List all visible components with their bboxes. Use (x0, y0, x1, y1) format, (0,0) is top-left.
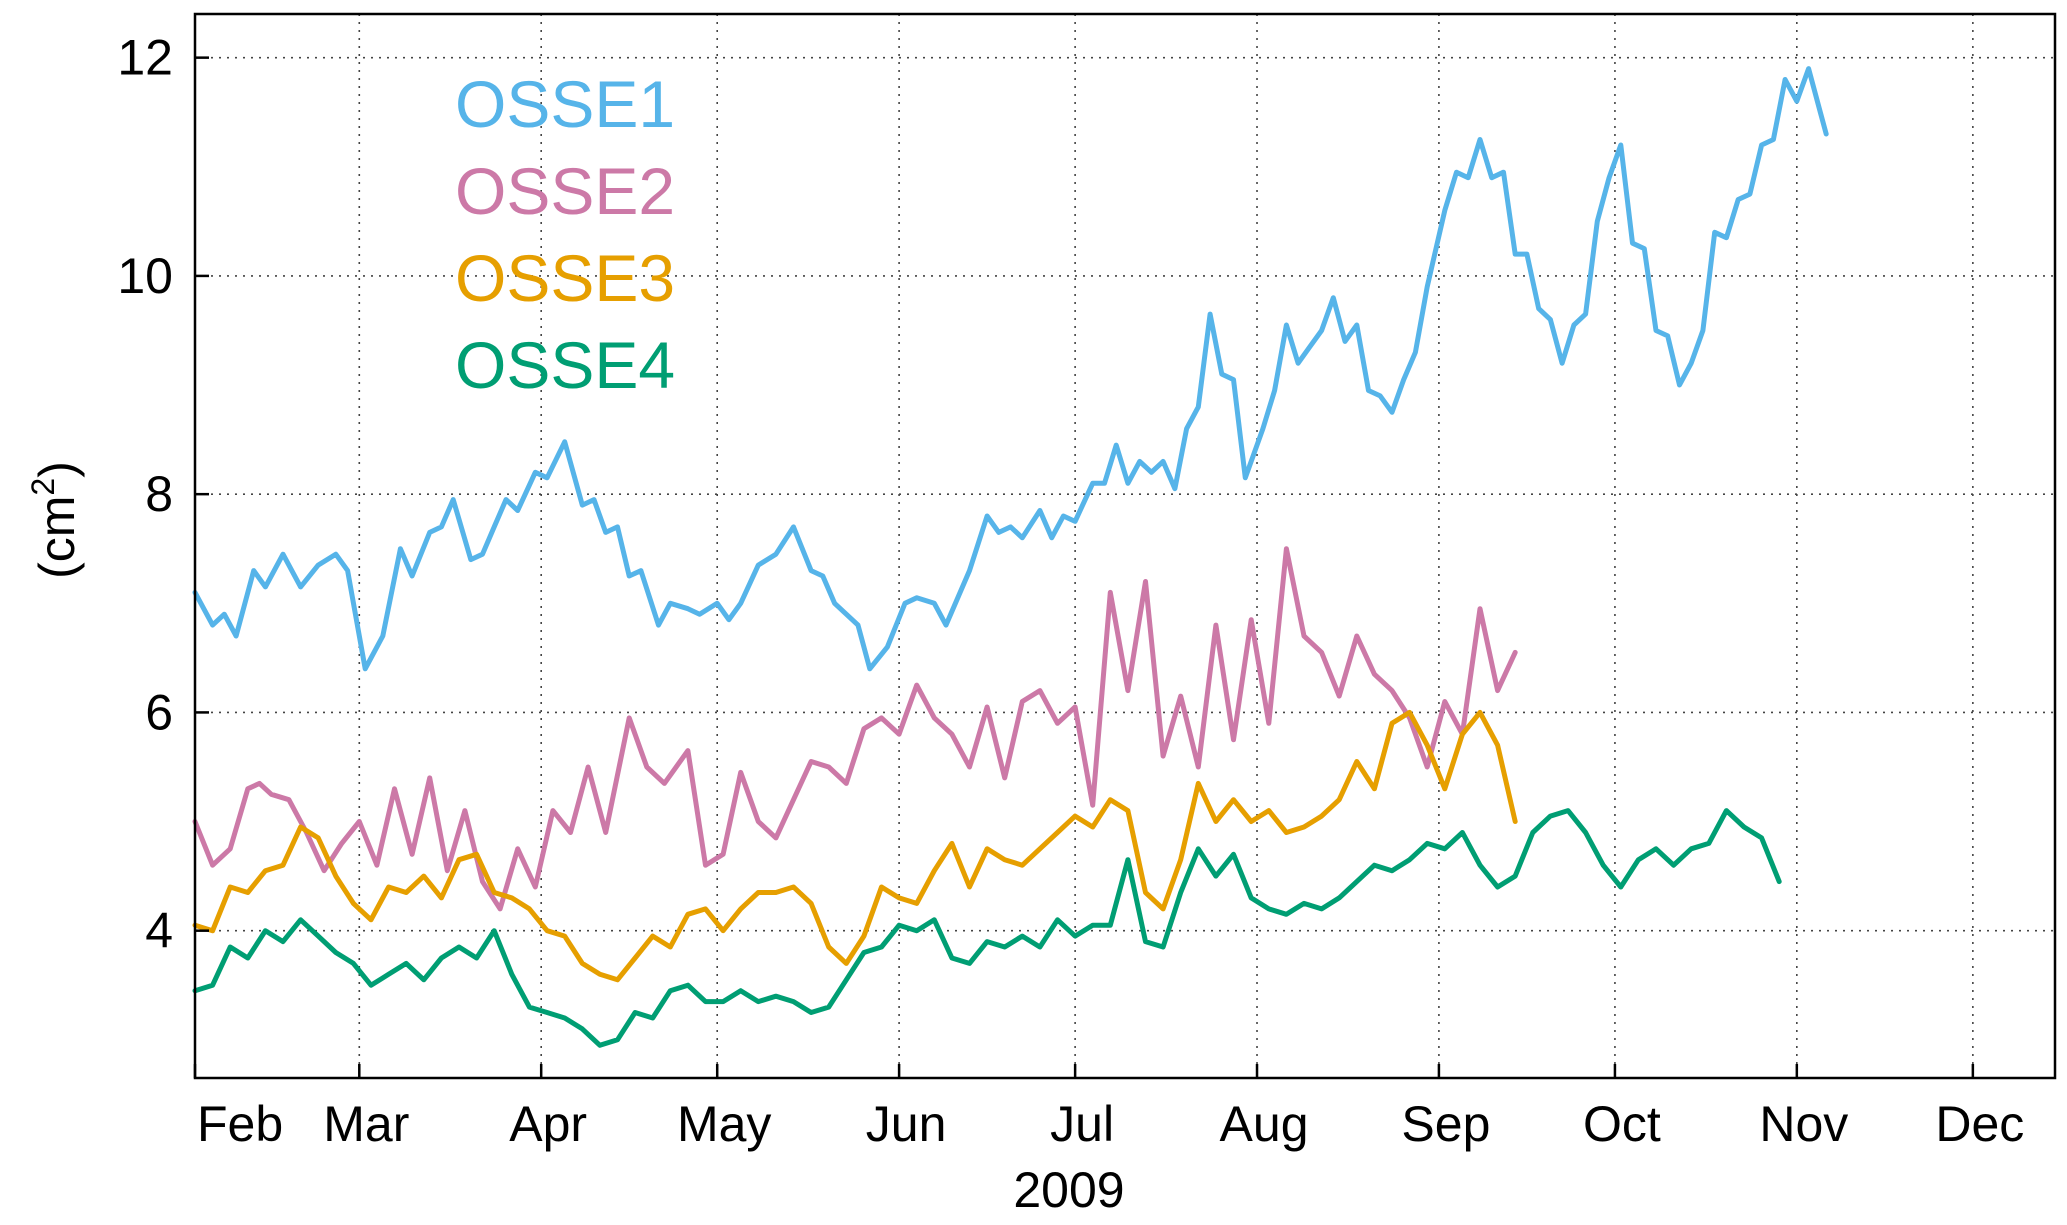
x-tick-label: Apr (509, 1096, 587, 1152)
y-tick-label: 8 (145, 466, 173, 522)
y-tick-label: 6 (145, 684, 173, 740)
x-tick-label: Aug (1220, 1096, 1309, 1152)
series-line-osse2 (192, 546, 1518, 912)
series-line-osse1 (192, 66, 1829, 672)
x-tick-label: Mar (323, 1096, 409, 1152)
x-tick-label: Nov (1759, 1096, 1848, 1152)
x-tick-label: Jun (866, 1096, 947, 1152)
x-tick-label: Feb (197, 1096, 283, 1152)
y-axis-title-superscript: 2 (25, 478, 61, 496)
x-tick-label: Sep (1401, 1096, 1490, 1152)
y-axis-title-close: ) (29, 461, 85, 478)
y-axis-title-text: (cm (29, 496, 85, 579)
series-lines (192, 66, 1829, 1048)
y-axis-title: (cm2) (25, 461, 85, 579)
x-tick-label: May (677, 1096, 771, 1152)
x-tick-label: Oct (1583, 1096, 1661, 1152)
series-line-osse3 (192, 709, 1518, 983)
x-tick-label: Jul (1050, 1096, 1114, 1152)
x-tick-label: Dec (1935, 1096, 2024, 1152)
legend-label-osse4: OSSE4 (455, 328, 675, 402)
series-line-osse4 (192, 808, 1782, 1048)
gridlines (195, 14, 2055, 1078)
y-tick-label: 10 (117, 248, 173, 304)
legend-label-osse1: OSSE1 (455, 67, 675, 141)
x-axis-title: 2009 (1013, 1162, 1124, 1218)
legend: OSSE1 OSSE2 OSSE3 OSSE4 (455, 67, 675, 402)
y-tick-label: 4 (145, 903, 173, 959)
axis-ticks: Feb Mar Apr May Jun Jul Aug Sep Oct Nov Dec 4 6 8 10 12 (117, 30, 2024, 1152)
plot-frame (193, 12, 2057, 1080)
y-tick-label: 12 (117, 30, 173, 86)
legend-label-osse3: OSSE3 (455, 241, 675, 315)
legend-label-osse2: OSSE2 (455, 154, 675, 228)
